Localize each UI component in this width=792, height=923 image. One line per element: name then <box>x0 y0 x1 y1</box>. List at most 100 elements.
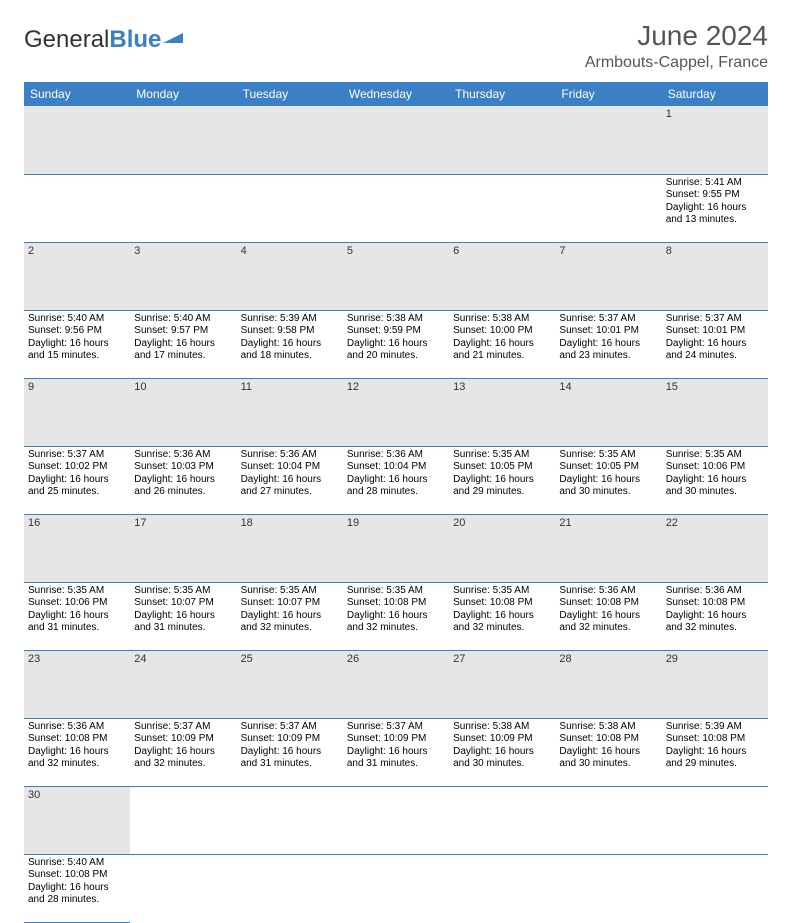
day-cell: Sunrise: 5:37 AMSunset: 10:01 PMDaylight… <box>555 310 661 378</box>
day-cell: Sunrise: 5:37 AMSunset: 10:09 PMDaylight… <box>237 718 343 786</box>
day-number <box>237 106 343 174</box>
sunrise-text: Sunrise: 5:40 AM <box>28 313 126 326</box>
daylight-text: Daylight: 16 hours <box>241 338 339 351</box>
day-number-row: 23242526272829 <box>24 650 768 718</box>
sunrise-text: Sunrise: 5:35 AM <box>559 449 657 462</box>
day-number: 18 <box>237 514 343 582</box>
sunset-text: Sunset: 10:09 PM <box>134 733 232 746</box>
daylight-text: Daylight: 16 hours <box>241 746 339 759</box>
daylight-text: and 18 minutes. <box>241 350 339 363</box>
daylight-text: and 20 minutes. <box>347 350 445 363</box>
daylight-text: and 32 minutes. <box>666 622 764 635</box>
sunset-text: Sunset: 9:58 PM <box>241 325 339 338</box>
sunset-text: Sunset: 10:04 PM <box>241 461 339 474</box>
day-header: Tuesday <box>237 82 343 106</box>
sunrise-text: Sunrise: 5:37 AM <box>347 721 445 734</box>
daylight-text: and 32 minutes. <box>347 622 445 635</box>
sunset-text: Sunset: 10:04 PM <box>347 461 445 474</box>
sunset-text: Sunset: 10:08 PM <box>28 869 126 882</box>
sunrise-text: Sunrise: 5:35 AM <box>453 449 551 462</box>
sunset-text: Sunset: 10:02 PM <box>28 461 126 474</box>
day-content-row: Sunrise: 5:35 AMSunset: 10:06 PMDaylight… <box>24 582 768 650</box>
day-number: 24 <box>130 650 236 718</box>
day-cell: Sunrise: 5:38 AMSunset: 10:00 PMDaylight… <box>449 310 555 378</box>
day-cell: Sunrise: 5:37 AMSunset: 10:02 PMDaylight… <box>24 446 130 514</box>
sunset-text: Sunset: 10:08 PM <box>559 597 657 610</box>
daylight-text: and 29 minutes. <box>666 758 764 771</box>
day-cell: Sunrise: 5:40 AMSunset: 10:08 PMDaylight… <box>24 854 130 922</box>
day-cell <box>343 174 449 242</box>
day-number-row: 30 <box>24 786 768 854</box>
day-number: 6 <box>449 242 555 310</box>
day-cell: Sunrise: 5:35 AMSunset: 10:08 PMDaylight… <box>343 582 449 650</box>
day-number: 15 <box>662 378 768 446</box>
day-number: 5 <box>343 242 449 310</box>
sunrise-text: Sunrise: 5:38 AM <box>453 313 551 326</box>
day-cell <box>449 174 555 242</box>
day-cell <box>555 174 661 242</box>
day-content-row: Sunrise: 5:40 AMSunset: 10:08 PMDaylight… <box>24 854 768 922</box>
day-cell <box>449 854 555 922</box>
logo-text-general: General <box>24 26 109 54</box>
day-number <box>555 786 661 854</box>
daylight-text: Daylight: 16 hours <box>666 474 764 487</box>
day-cell <box>130 174 236 242</box>
sunrise-text: Sunrise: 5:35 AM <box>347 585 445 598</box>
day-number <box>343 106 449 174</box>
sunrise-text: Sunrise: 5:36 AM <box>28 721 126 734</box>
sunrise-text: Sunrise: 5:39 AM <box>666 721 764 734</box>
sunrise-text: Sunrise: 5:37 AM <box>559 313 657 326</box>
daylight-text: and 30 minutes. <box>666 486 764 499</box>
day-number <box>130 786 236 854</box>
daylight-text: Daylight: 16 hours <box>241 610 339 623</box>
sunrise-text: Sunrise: 5:35 AM <box>453 585 551 598</box>
daylight-text: and 28 minutes. <box>347 486 445 499</box>
sunset-text: Sunset: 10:08 PM <box>347 597 445 610</box>
sunset-text: Sunset: 10:01 PM <box>559 325 657 338</box>
day-number: 17 <box>130 514 236 582</box>
daylight-text: and 30 minutes. <box>453 758 551 771</box>
sunrise-text: Sunrise: 5:37 AM <box>28 449 126 462</box>
daylight-text: and 32 minutes. <box>134 758 232 771</box>
day-cell <box>343 854 449 922</box>
day-of-week-row: SundayMondayTuesdayWednesdayThursdayFrid… <box>24 82 768 106</box>
day-number <box>662 786 768 854</box>
day-number: 21 <box>555 514 661 582</box>
day-number <box>449 106 555 174</box>
day-cell <box>237 854 343 922</box>
sunrise-text: Sunrise: 5:37 AM <box>241 721 339 734</box>
day-number: 9 <box>24 378 130 446</box>
day-number: 27 <box>449 650 555 718</box>
daylight-text: Daylight: 16 hours <box>347 610 445 623</box>
day-number: 28 <box>555 650 661 718</box>
day-cell: Sunrise: 5:37 AMSunset: 10:09 PMDaylight… <box>130 718 236 786</box>
sunset-text: Sunset: 10:08 PM <box>453 597 551 610</box>
daylight-text: and 32 minutes. <box>453 622 551 635</box>
daylight-text: and 24 minutes. <box>666 350 764 363</box>
sunset-text: Sunset: 10:08 PM <box>666 597 764 610</box>
daylight-text: and 25 minutes. <box>28 486 126 499</box>
day-number: 7 <box>555 242 661 310</box>
logo-text-blue: Blue <box>109 26 161 54</box>
daylight-text: and 30 minutes. <box>559 758 657 771</box>
day-header: Monday <box>130 82 236 106</box>
day-cell: Sunrise: 5:36 AMSunset: 10:08 PMDaylight… <box>24 718 130 786</box>
day-cell: Sunrise: 5:40 AMSunset: 9:57 PMDaylight:… <box>130 310 236 378</box>
day-number: 25 <box>237 650 343 718</box>
sunrise-text: Sunrise: 5:35 AM <box>134 585 232 598</box>
daylight-text: Daylight: 16 hours <box>559 338 657 351</box>
day-cell: Sunrise: 5:37 AMSunset: 10:01 PMDaylight… <box>662 310 768 378</box>
sunrise-text: Sunrise: 5:36 AM <box>559 585 657 598</box>
daylight-text: Daylight: 16 hours <box>347 338 445 351</box>
day-number: 3 <box>130 242 236 310</box>
day-number: 26 <box>343 650 449 718</box>
day-cell: Sunrise: 5:39 AMSunset: 10:08 PMDaylight… <box>662 718 768 786</box>
sunset-text: Sunset: 10:01 PM <box>666 325 764 338</box>
daylight-text: Daylight: 16 hours <box>559 610 657 623</box>
daylight-text: Daylight: 16 hours <box>28 746 126 759</box>
sunset-text: Sunset: 10:05 PM <box>453 461 551 474</box>
daylight-text: and 31 minutes. <box>241 758 339 771</box>
day-number: 1 <box>662 106 768 174</box>
daylight-text: Daylight: 16 hours <box>28 882 126 895</box>
sunset-text: Sunset: 10:08 PM <box>666 733 764 746</box>
